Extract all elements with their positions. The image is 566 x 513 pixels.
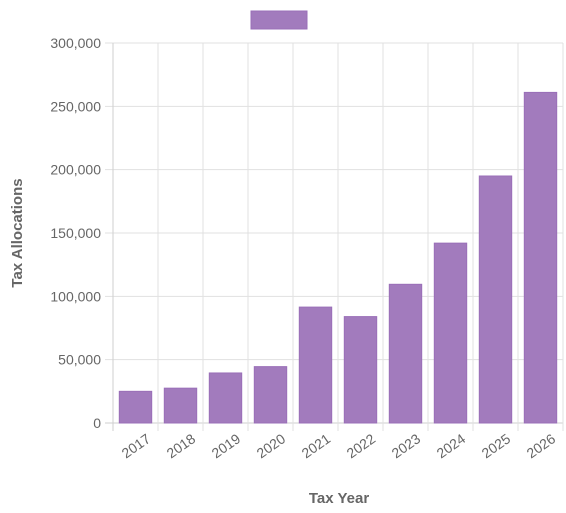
bar xyxy=(433,242,468,424)
y-tick-label: 150,000 xyxy=(50,225,101,241)
x-tick-label: 2019 xyxy=(209,430,244,461)
x-tick-label: 2018 xyxy=(164,430,199,461)
bar xyxy=(343,316,378,424)
bar xyxy=(163,387,198,424)
y-axis-ticks: 0 50,000 100,000 150,000 200,000 250,000 300,0… xyxy=(50,35,101,431)
x-axis-title: Tax Year xyxy=(309,490,369,507)
x-axis-ticks: 2017 2018 2019 2020 2021 2022 2023 2024 2025 2026 xyxy=(119,430,559,461)
x-tick-label: 2025 xyxy=(479,430,514,461)
bar xyxy=(523,91,558,424)
y-axis-title: Tax Allocations xyxy=(9,178,26,287)
bar xyxy=(208,372,243,424)
grid-layer xyxy=(105,42,564,431)
y-tick-label: 100,000 xyxy=(50,288,101,304)
y-tick-label: 200,000 xyxy=(50,162,101,178)
y-tick-label: 50,000 xyxy=(58,352,101,368)
x-tick-label: 2026 xyxy=(524,430,559,461)
x-tick-label: 2017 xyxy=(119,430,154,461)
bar xyxy=(118,390,153,424)
bar xyxy=(298,306,333,424)
x-tick-label: 2020 xyxy=(254,430,289,461)
y-tick-label: 0 xyxy=(93,415,101,431)
y-tick-label: 250,000 xyxy=(50,98,101,114)
bar xyxy=(388,283,423,424)
x-tick-label: 2023 xyxy=(389,430,424,461)
x-tick-label: 2021 xyxy=(299,430,334,461)
bars-layer xyxy=(118,91,558,424)
y-tick-label: 300,000 xyxy=(50,35,101,51)
bar xyxy=(253,366,288,424)
x-tick-label: 2022 xyxy=(344,430,379,461)
legend[interactable] xyxy=(250,10,308,30)
legend-swatch[interactable] xyxy=(250,10,308,30)
bar xyxy=(478,175,513,424)
x-tick-label: 2024 xyxy=(434,430,469,461)
